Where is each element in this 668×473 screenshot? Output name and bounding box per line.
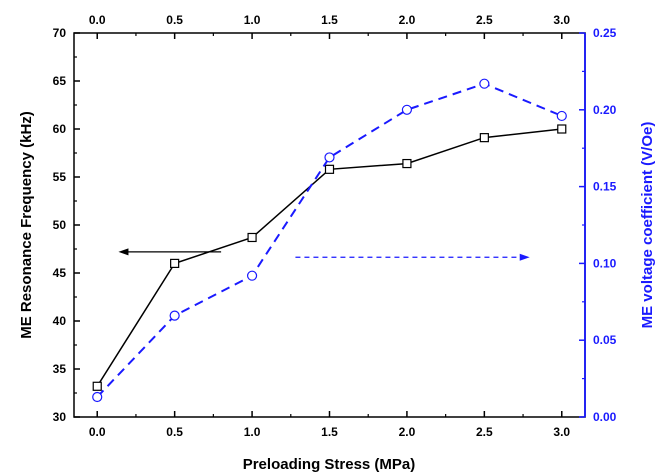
- left-y-axis-title: ME Resonance Frequency (kHz): [18, 111, 35, 339]
- x-tick-label-bottom: 2.0: [399, 425, 416, 439]
- series-2-point: [556, 110, 567, 122]
- y-left-tick-label: 45: [53, 266, 67, 280]
- right-y-axis-title: ME voltage coefficient (V/Oe): [639, 122, 656, 329]
- series-1-point: [324, 164, 335, 174]
- y-right-tick-label: 0.15: [593, 180, 617, 194]
- series-layer: [92, 78, 567, 403]
- series-2-point: [401, 104, 413, 115]
- y-right-tick-label: 0.25: [593, 26, 617, 40]
- x-tick-label-top: 1.5: [321, 13, 338, 27]
- y-left-tick-label: 60: [53, 122, 67, 136]
- y-left-tick-label: 65: [53, 74, 67, 88]
- y-left-tick-label: 55: [53, 170, 67, 184]
- x-axis: 0.0 0.0 0.5 0.5 1.0 1.0 1.5 1.5 2.0 2.0 2.5 2.5 3.0 3…: [89, 13, 571, 439]
- series-2-point: [324, 152, 335, 163]
- x-tick-label-bottom: 1.0: [244, 425, 261, 439]
- annotation-arrow-2-head: [519, 253, 530, 261]
- x-tick-label-top: 0.5: [166, 13, 183, 27]
- y-left-tick-label: 30: [53, 410, 67, 424]
- x-tick-label-top: 2.5: [476, 13, 493, 27]
- y-left-tick-label: 35: [53, 362, 67, 376]
- x-tick-label-bottom: 2.5: [476, 425, 493, 439]
- x-axis-title: Preloading Stress (MPa): [243, 456, 416, 473]
- y-right-tick-label: 0.10: [593, 256, 617, 270]
- series-1-point: [557, 124, 567, 134]
- y-right-tick-label: 0.05: [593, 333, 617, 347]
- x-tick-label-top: 0.0: [89, 13, 106, 27]
- annotation-layer: [118, 248, 530, 261]
- y-left-tick-label: 70: [53, 26, 67, 40]
- x-tick-label-bottom: 3.0: [553, 425, 570, 439]
- y-right-tick-label: 0.00: [593, 410, 617, 424]
- y-left-tick-label: 50: [53, 218, 67, 232]
- x-tick-label-bottom: 1.5: [321, 425, 338, 439]
- left-y-axis: 30 35 40 45 50 55 60 65 70: [53, 26, 80, 424]
- right-y-axis: 0.00 0.05 0.10 0.15 0.20 0.25: [579, 26, 617, 424]
- series-2-point: [246, 270, 258, 281]
- y-right-tick-label: 0.20: [593, 103, 617, 117]
- series-1-point: [247, 232, 257, 243]
- x-tick-label-top: 1.0: [244, 13, 261, 27]
- x-tick-label-bottom: 0.5: [166, 425, 183, 439]
- plot-frame: [73, 32, 586, 418]
- series-2-point: [479, 78, 490, 89]
- series-1-point: [402, 158, 412, 169]
- annotation-arrow-1-head: [118, 248, 129, 256]
- x-tick-label-bottom: 0.0: [89, 425, 106, 439]
- x-tick-label-top: 3.0: [553, 13, 570, 27]
- series-1-point: [92, 381, 102, 391]
- series-2-point: [169, 310, 180, 321]
- series-2-point: [92, 391, 103, 403]
- y-left-tick-label: 40: [53, 314, 67, 328]
- x-tick-label-top: 2.0: [399, 13, 416, 27]
- series-1-point: [479, 133, 489, 143]
- series-1-point: [170, 258, 180, 268]
- series-2-line: [96, 82, 563, 398]
